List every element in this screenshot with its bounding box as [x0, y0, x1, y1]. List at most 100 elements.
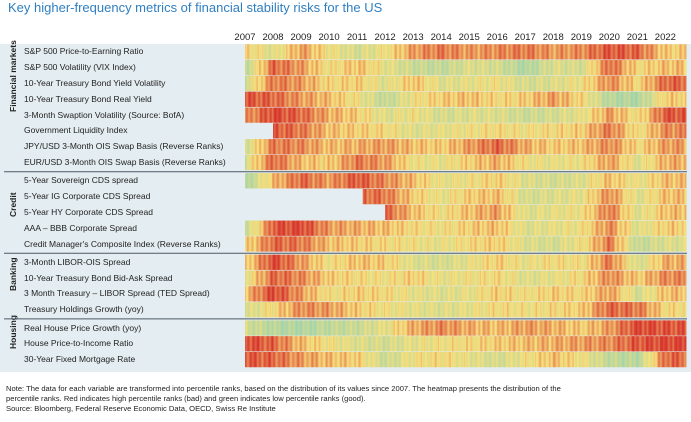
heatmap-cell — [253, 44, 256, 60]
heatmap-cell — [385, 220, 387, 236]
heatmap-cell — [513, 204, 516, 220]
heatmap-cell — [498, 123, 500, 139]
heatmap-cell — [611, 139, 614, 155]
heatmap-cell — [661, 139, 663, 155]
heatmap-cell — [589, 154, 592, 171]
heatmap-cell — [338, 107, 341, 123]
heatmap-cell — [311, 154, 314, 171]
heatmap-cell — [388, 60, 391, 76]
heatmap-cell — [539, 91, 541, 107]
heatmap-cell — [508, 44, 510, 60]
heatmap-cell — [553, 154, 555, 171]
heatmap-cell — [554, 139, 557, 155]
heatmap-cell — [396, 91, 399, 107]
heatmap-cell — [509, 91, 511, 107]
heatmap-cell — [522, 189, 524, 205]
heatmap-cell — [308, 107, 311, 123]
heatmap-cell — [530, 139, 533, 155]
heatmap-cell — [526, 139, 529, 155]
heatmap-cell — [542, 123, 545, 139]
heatmap-cell — [425, 91, 427, 107]
heatmap-cell — [301, 44, 303, 60]
heatmap-cell — [605, 189, 607, 205]
heatmap-cell — [448, 139, 451, 155]
heatmap-cell — [616, 91, 619, 107]
heatmap-cell — [588, 75, 591, 92]
heatmap-cell — [622, 189, 625, 205]
heatmap-cell — [253, 107, 256, 123]
heatmap-cell — [409, 236, 412, 252]
heatmap-cell — [465, 154, 468, 171]
heatmap-cell — [459, 75, 462, 92]
heatmap-cell — [454, 107, 456, 123]
heatmap-cell — [390, 204, 393, 220]
x-tick-label: 2015 — [458, 32, 480, 43]
heatmap-cell — [396, 44, 399, 60]
heatmap-cell — [568, 173, 571, 189]
heatmap-cell — [461, 75, 464, 92]
x-tick-label: 2008 — [262, 32, 284, 43]
heatmap-cell — [431, 154, 434, 171]
heatmap-cell — [245, 139, 247, 155]
heatmap-cell — [580, 204, 582, 220]
heatmap-cell — [415, 139, 417, 155]
heatmap-cell — [594, 173, 596, 189]
heatmap-cell — [395, 123, 398, 139]
heatmap-cell — [548, 154, 551, 171]
heatmap-cell — [519, 236, 522, 252]
heatmap-cell — [536, 173, 538, 189]
heatmap-cell — [321, 220, 324, 236]
heatmap-cell — [566, 173, 568, 189]
heatmap-cell — [681, 107, 684, 123]
heatmap-cell — [395, 44, 398, 60]
heatmap-cell — [678, 60, 680, 76]
heatmap-cell — [458, 189, 461, 205]
heatmap-cell — [642, 173, 645, 189]
heatmap-cell — [626, 91, 629, 107]
heatmap-cell — [306, 139, 309, 155]
heatmap-cell — [376, 139, 379, 155]
heatmap-cell — [659, 220, 662, 236]
heatmap-cell — [360, 220, 363, 236]
heatmap-cell — [348, 60, 351, 76]
heatmap-cell — [305, 107, 308, 123]
heatmap-cell — [417, 123, 420, 139]
heatmap-cell — [519, 204, 522, 220]
heatmap-cell — [377, 189, 380, 205]
heatmap-cell — [608, 154, 610, 171]
heatmap-cell — [664, 75, 666, 92]
heatmap-cell — [501, 60, 504, 76]
heatmap-cell — [661, 123, 663, 139]
heatmap-cell — [555, 173, 558, 189]
heatmap-cell — [435, 123, 438, 139]
heatmap-cell — [552, 139, 554, 155]
heatmap-cell — [610, 173, 613, 189]
heatmap-cell — [494, 220, 496, 236]
heatmap-row — [245, 60, 687, 76]
heatmap-cell — [562, 173, 565, 189]
heatmap-cell — [337, 123, 340, 139]
heatmap-cell — [298, 123, 301, 139]
heatmap-cell — [635, 123, 637, 139]
heatmap-cell — [378, 60, 381, 76]
heatmap-cell — [423, 139, 426, 155]
heatmap-cell — [633, 189, 635, 205]
heatmap-cell — [367, 139, 370, 155]
heatmap-cell — [276, 44, 278, 60]
heatmap-cell — [367, 107, 370, 123]
heatmap-cell — [425, 236, 427, 252]
heatmap-cell — [468, 75, 470, 92]
heatmap-cell — [393, 236, 396, 252]
heatmap-cell — [456, 44, 458, 60]
heatmap-cell — [305, 44, 308, 60]
heatmap-cell — [588, 154, 591, 171]
heatmap-cell — [531, 236, 534, 252]
heatmap-cell — [655, 107, 658, 123]
heatmap-cell — [547, 139, 550, 155]
heatmap-cell — [586, 107, 589, 123]
heatmap-cell — [542, 75, 545, 92]
heatmap-cell — [500, 107, 503, 123]
heatmap-cell — [371, 44, 373, 60]
heatmap-cell — [504, 91, 507, 107]
heatmap-cell — [282, 220, 285, 236]
